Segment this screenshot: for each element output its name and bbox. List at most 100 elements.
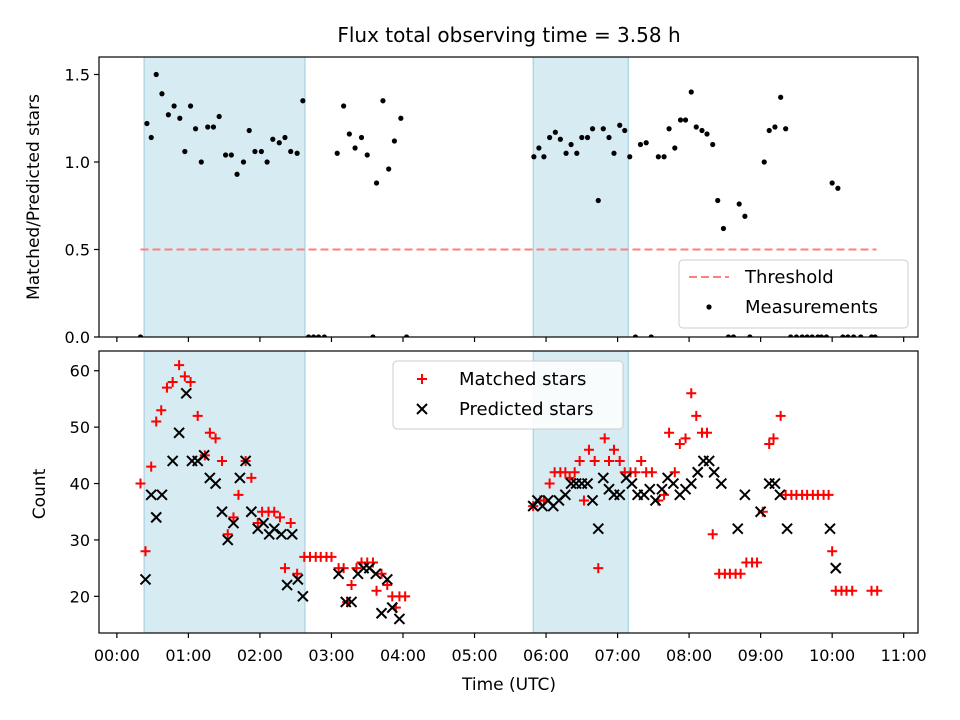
predicted-point bbox=[268, 522, 280, 535]
measurement-point bbox=[627, 154, 633, 160]
predicted-point bbox=[150, 511, 162, 524]
legend-predicted-label: Predicted stars bbox=[459, 399, 593, 420]
measurement-point bbox=[288, 148, 294, 155]
matched-point bbox=[574, 455, 585, 466]
matched-point bbox=[664, 427, 675, 438]
matched-point bbox=[233, 489, 244, 500]
top-panel: 0.0 0.5 1.0 1.5 Threshold Measurements bbox=[65, 56, 919, 347]
matched-point bbox=[603, 455, 614, 466]
measurement-point bbox=[799, 334, 805, 337]
x-tick-label: 10:00 bbox=[809, 646, 855, 665]
predicted-point bbox=[739, 489, 751, 501]
predicted-point bbox=[830, 562, 842, 574]
matched-point bbox=[599, 433, 610, 444]
measurement-point bbox=[818, 334, 825, 337]
predicted-point bbox=[198, 449, 210, 462]
measurement-point bbox=[677, 117, 684, 123]
measurement-point bbox=[205, 124, 211, 130]
predicted-point bbox=[824, 522, 836, 535]
predicted-point bbox=[257, 517, 270, 529]
matched-point bbox=[701, 427, 712, 438]
legend: Matched stars Predicted stars bbox=[392, 360, 624, 430]
x-tick-label: 07:00 bbox=[595, 646, 641, 665]
matched-point bbox=[669, 467, 680, 478]
measurement-point bbox=[557, 136, 563, 142]
measurement-point bbox=[688, 89, 694, 95]
measurement-point bbox=[666, 126, 672, 132]
measurement-point bbox=[373, 180, 380, 186]
measurement-point bbox=[568, 141, 574, 148]
measurement-point bbox=[682, 117, 689, 123]
measurement-point bbox=[192, 126, 199, 132]
measurement-point bbox=[584, 134, 591, 141]
measurement-point bbox=[736, 201, 742, 207]
measurement-point bbox=[632, 334, 639, 337]
axes-frame bbox=[98, 56, 919, 338]
measurement-point bbox=[778, 94, 784, 100]
measurement-point bbox=[655, 154, 661, 160]
y-tick-label: 20 bbox=[70, 587, 90, 606]
measurement-point bbox=[240, 159, 247, 165]
measurement-point bbox=[672, 145, 678, 151]
legend-frame bbox=[678, 259, 909, 329]
measurement-point bbox=[872, 334, 878, 337]
predicted-point bbox=[234, 472, 246, 484]
series-matched-stars bbox=[135, 360, 883, 613]
measurement-point bbox=[643, 140, 649, 146]
matched-point bbox=[686, 388, 697, 399]
x-axis-label: Time (UTC) bbox=[461, 675, 556, 695]
predicted-point bbox=[769, 477, 781, 490]
matched-point bbox=[609, 444, 620, 455]
matched-point bbox=[707, 529, 718, 540]
matched-point bbox=[167, 377, 178, 388]
legend-measurements-label: Measurements bbox=[745, 297, 878, 318]
measurement-point bbox=[258, 148, 264, 155]
measurement-point bbox=[223, 152, 229, 158]
matched-point bbox=[210, 433, 221, 444]
predicted-point bbox=[145, 489, 157, 501]
matched-point bbox=[367, 557, 378, 568]
matched-point bbox=[192, 410, 203, 421]
measurement-point bbox=[352, 145, 358, 151]
predicted-point bbox=[281, 579, 293, 591]
chart-title: Flux total observing time = 3.58 h bbox=[337, 23, 680, 47]
measurement-point bbox=[391, 138, 398, 144]
measurement-point bbox=[165, 112, 171, 118]
predicted-point bbox=[166, 455, 179, 467]
matched-point bbox=[400, 591, 411, 602]
y-tick-label: 50 bbox=[70, 418, 90, 437]
matched-point bbox=[222, 529, 233, 540]
matched-point bbox=[544, 478, 555, 489]
matched-point bbox=[614, 455, 625, 466]
measurement-point bbox=[321, 334, 327, 337]
measurement-point bbox=[829, 180, 835, 186]
measurement-point bbox=[182, 148, 188, 155]
measurement-point bbox=[536, 145, 542, 151]
predicted-point bbox=[732, 522, 744, 535]
measurement-point bbox=[699, 127, 705, 134]
y-tick-label: 30 bbox=[70, 531, 90, 550]
predicted-point bbox=[581, 477, 594, 490]
matched-point bbox=[646, 467, 657, 478]
measurement-point bbox=[730, 334, 737, 337]
measurement-point bbox=[710, 141, 716, 148]
x-tick-label: 00:00 bbox=[94, 646, 140, 665]
measurement-point bbox=[858, 334, 864, 337]
legend-predicted-swatch bbox=[416, 403, 428, 415]
predicted-point bbox=[614, 489, 626, 501]
y-tick-label: 60 bbox=[70, 362, 90, 381]
predicted-point bbox=[245, 506, 258, 518]
predicted-point bbox=[297, 590, 309, 603]
x-tick-label: 03:00 bbox=[308, 646, 354, 665]
legend-frame bbox=[392, 360, 624, 430]
predicted-point bbox=[239, 455, 252, 467]
measurement-point bbox=[725, 334, 732, 337]
predicted-point bbox=[216, 506, 228, 518]
measurement-point bbox=[622, 127, 628, 134]
measurement-point bbox=[766, 127, 772, 134]
measurement-point bbox=[305, 334, 312, 337]
y-tick-label: 1.0 bbox=[65, 153, 90, 172]
matched-point bbox=[140, 546, 151, 557]
matched-point bbox=[228, 512, 239, 523]
